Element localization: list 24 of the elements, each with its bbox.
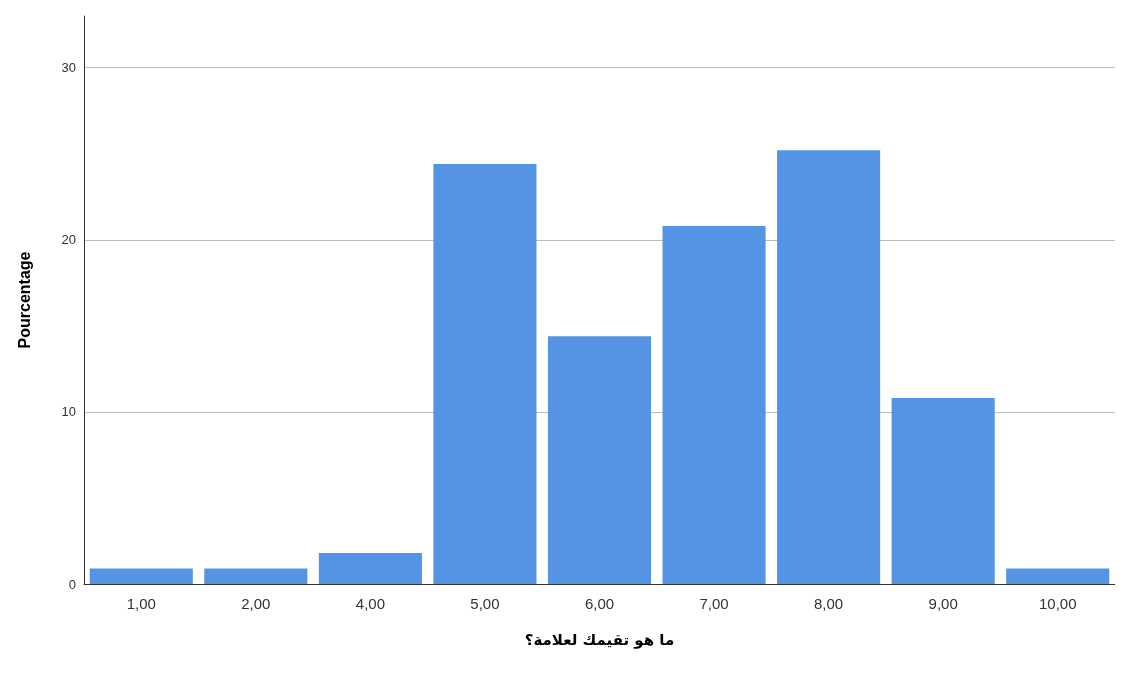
x-tick-label: 9,00 <box>928 595 958 612</box>
bar <box>777 150 881 584</box>
y-axis-title: Pourcentage <box>15 251 33 349</box>
y-tick-label: 30 <box>61 60 76 76</box>
y-tick-label: 10 <box>61 404 76 420</box>
x-tick-label: 1,00 <box>126 595 156 612</box>
bar <box>891 398 995 584</box>
x-tick-label: 8,00 <box>814 595 844 612</box>
x-axis-title: ما هو تقيمك لعلامة؟ <box>524 630 675 649</box>
bar <box>1006 568 1110 584</box>
x-tick-label: 6,00 <box>584 595 615 612</box>
x-tick-label: 10,00 <box>1038 595 1077 612</box>
bar <box>204 568 308 584</box>
bar <box>662 225 766 584</box>
x-tick-label: 7,00 <box>699 595 729 612</box>
bar <box>89 568 193 584</box>
x-tick-label: 5,00 <box>470 595 500 612</box>
bar <box>547 336 652 584</box>
bar <box>318 553 422 584</box>
x-tick-label: 2,00 <box>241 595 271 612</box>
y-tick-label: 0 <box>68 576 76 592</box>
y-tick-label: 20 <box>61 232 76 248</box>
x-tick-label: 4,00 <box>355 595 385 612</box>
bar <box>433 164 537 584</box>
